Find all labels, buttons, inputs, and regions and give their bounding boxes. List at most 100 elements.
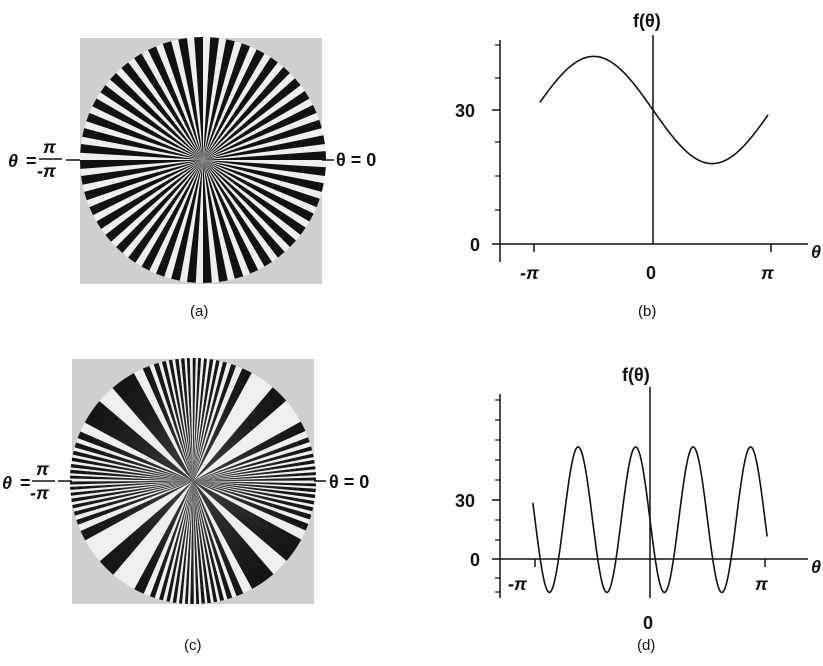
panel-c-spoke [193,481,316,492]
panel-c-spoke [70,471,193,481]
panel-b-caption: (b) [638,303,656,320]
panel-c-spoke [93,408,193,481]
panel-c-spoke [193,398,285,481]
panel-c-spoke [193,360,219,481]
panel-c-spoke [94,406,193,481]
panel-c-spoke [193,459,315,481]
panel-c-spoke [84,421,193,481]
panel-c-spoke [193,389,276,481]
panel-c-spoke [193,481,316,492]
panel-c-spoke [96,404,193,481]
panel-c-spoke [89,414,193,481]
panel-c-spoke [193,481,316,496]
panel-c-spoke [193,481,301,542]
panel-b: f(θ) 30 0 -π 0 π θ (b) [455,11,821,320]
panel-c-spoke [193,481,292,556]
panel-c-spoke [190,481,193,604]
panel-c-spoke [90,412,193,481]
panel-c-spoke [150,481,193,597]
panel-c-spoke [193,364,233,481]
panel-c-spoke [141,481,193,594]
panel-a-spoke [128,160,203,263]
panel-a-spokes [80,37,326,283]
panel-c-spoke [193,481,300,544]
panel-c-spoke [91,410,193,481]
panel-c-spoke [73,452,193,481]
panel-c-spoke [193,481,244,594]
panel-a-spoke [155,160,203,277]
panel-c-spoke [186,481,193,604]
panel-c-spoke [71,481,193,503]
panel-a-left-eq: = [26,151,37,171]
panel-c-spoke [118,382,193,481]
panel-c-spoke [193,369,246,481]
panel-c-spoke [73,451,193,481]
panel-a-spoke [171,160,203,281]
panel-c-spoke [74,481,193,516]
panel-c-spoke [70,472,193,481]
panel-c-spoke [124,378,193,481]
panel-c-spokes [70,358,316,604]
panel-c-spoke [193,481,313,510]
panel-c-spoke [120,380,193,481]
panel-c-spoke [193,481,297,549]
panel-b-series-line [539,55,769,165]
panel-c-left-eq: = [20,473,31,493]
panel-c-spoke [180,481,193,604]
panel-c-spoke [86,419,193,481]
panel-c-spoke [193,481,271,577]
panel-c-spoke [193,481,299,545]
panel-c-spoke [70,469,193,481]
panel-c-spoke [193,481,294,553]
panel-c-spoke [75,445,193,481]
panel-c-spoke [74,446,193,481]
panel-c-spoke [107,481,193,571]
panel-a-spoke [121,62,203,160]
panel-c-spoke [193,481,301,543]
panel-c-spoke [94,406,193,481]
panel-c-spoke [193,481,296,550]
panel-c-spoke [193,481,271,578]
panel-c-spoke [193,481,274,575]
panel-c-spoke [193,391,279,481]
panel-c-spoke [186,481,193,604]
panel-c-spoke [193,358,196,481]
panel-c-spoke [193,481,311,520]
panel-c-spoke [193,481,291,557]
panel-a-spoke [203,135,325,160]
panel-a-spoke [203,39,235,160]
panel-a-spoke [89,160,203,216]
panel-c-spoke [193,481,299,545]
panel-c-spoke [193,359,214,481]
panel-c-spoke [110,481,193,573]
panel-c-spoke [193,481,298,547]
panel-c-spoke [193,481,314,509]
panel-c-spoke [153,481,193,598]
panel-c-spoke [168,481,193,602]
panel-a-spoke [100,85,203,160]
panel-c-spoke [119,382,193,481]
panel-c-spoke [73,452,193,481]
panel-d-xtick-label-pi: π [755,574,768,594]
panel-b-xtick-label-negpi: -π [520,263,539,283]
panel-d-xtick-label-negpi: -π [508,574,527,594]
panel-c-spoke [193,481,298,546]
panel-c-spoke [79,433,193,481]
panel-c-spoke [72,458,193,481]
panel-c-spoke [101,481,193,564]
panel-a-spoke [194,37,203,160]
panel-c-spoke [192,358,194,481]
panel-c-spoke [193,481,316,486]
panel-c-spoke [90,411,193,481]
panel-c-spoke [180,358,193,481]
panel-c-spoke [70,481,193,490]
panel-c-spoke [72,453,193,481]
panel-c-spoke [193,361,224,481]
panel-d-ytick-label-30: 30 [455,491,475,511]
panel-c-spoke [193,481,295,552]
panel-c-spoke [98,401,193,481]
panel-c-spoke [193,481,296,551]
panel-c-spoke [193,481,266,581]
panel-c-spoke [193,481,316,493]
panel-c-spoke [107,481,193,570]
